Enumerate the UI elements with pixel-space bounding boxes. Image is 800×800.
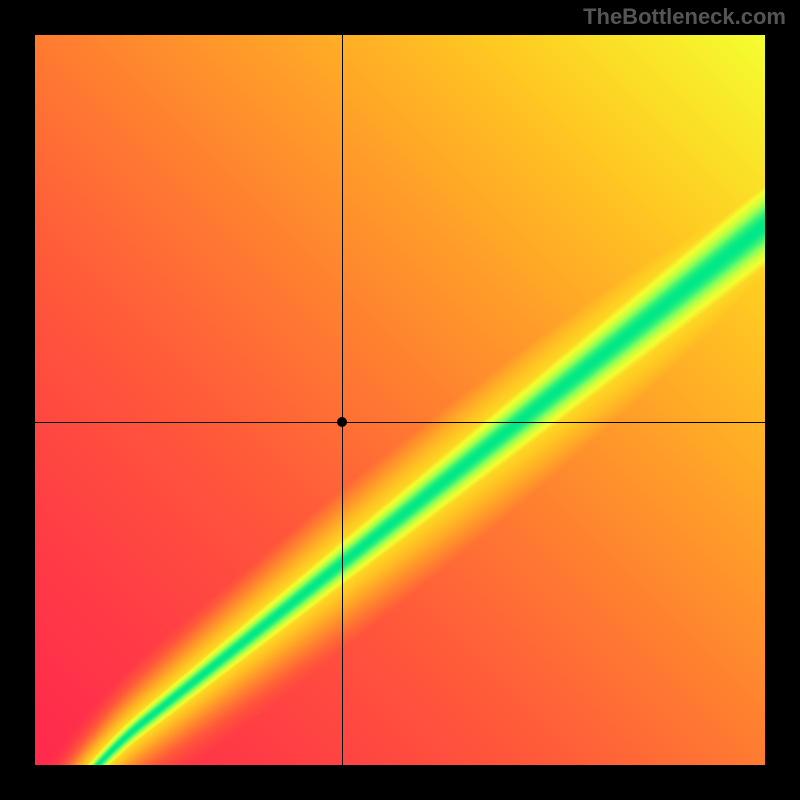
- crosshair-vertical: [342, 35, 343, 765]
- crosshair-marker: [337, 417, 347, 427]
- heatmap-canvas: [35, 35, 765, 765]
- plot-area: [35, 35, 765, 765]
- watermark-text: TheBottleneck.com: [583, 4, 786, 30]
- chart-container: TheBottleneck.com: [0, 0, 800, 800]
- crosshair-horizontal: [35, 422, 765, 423]
